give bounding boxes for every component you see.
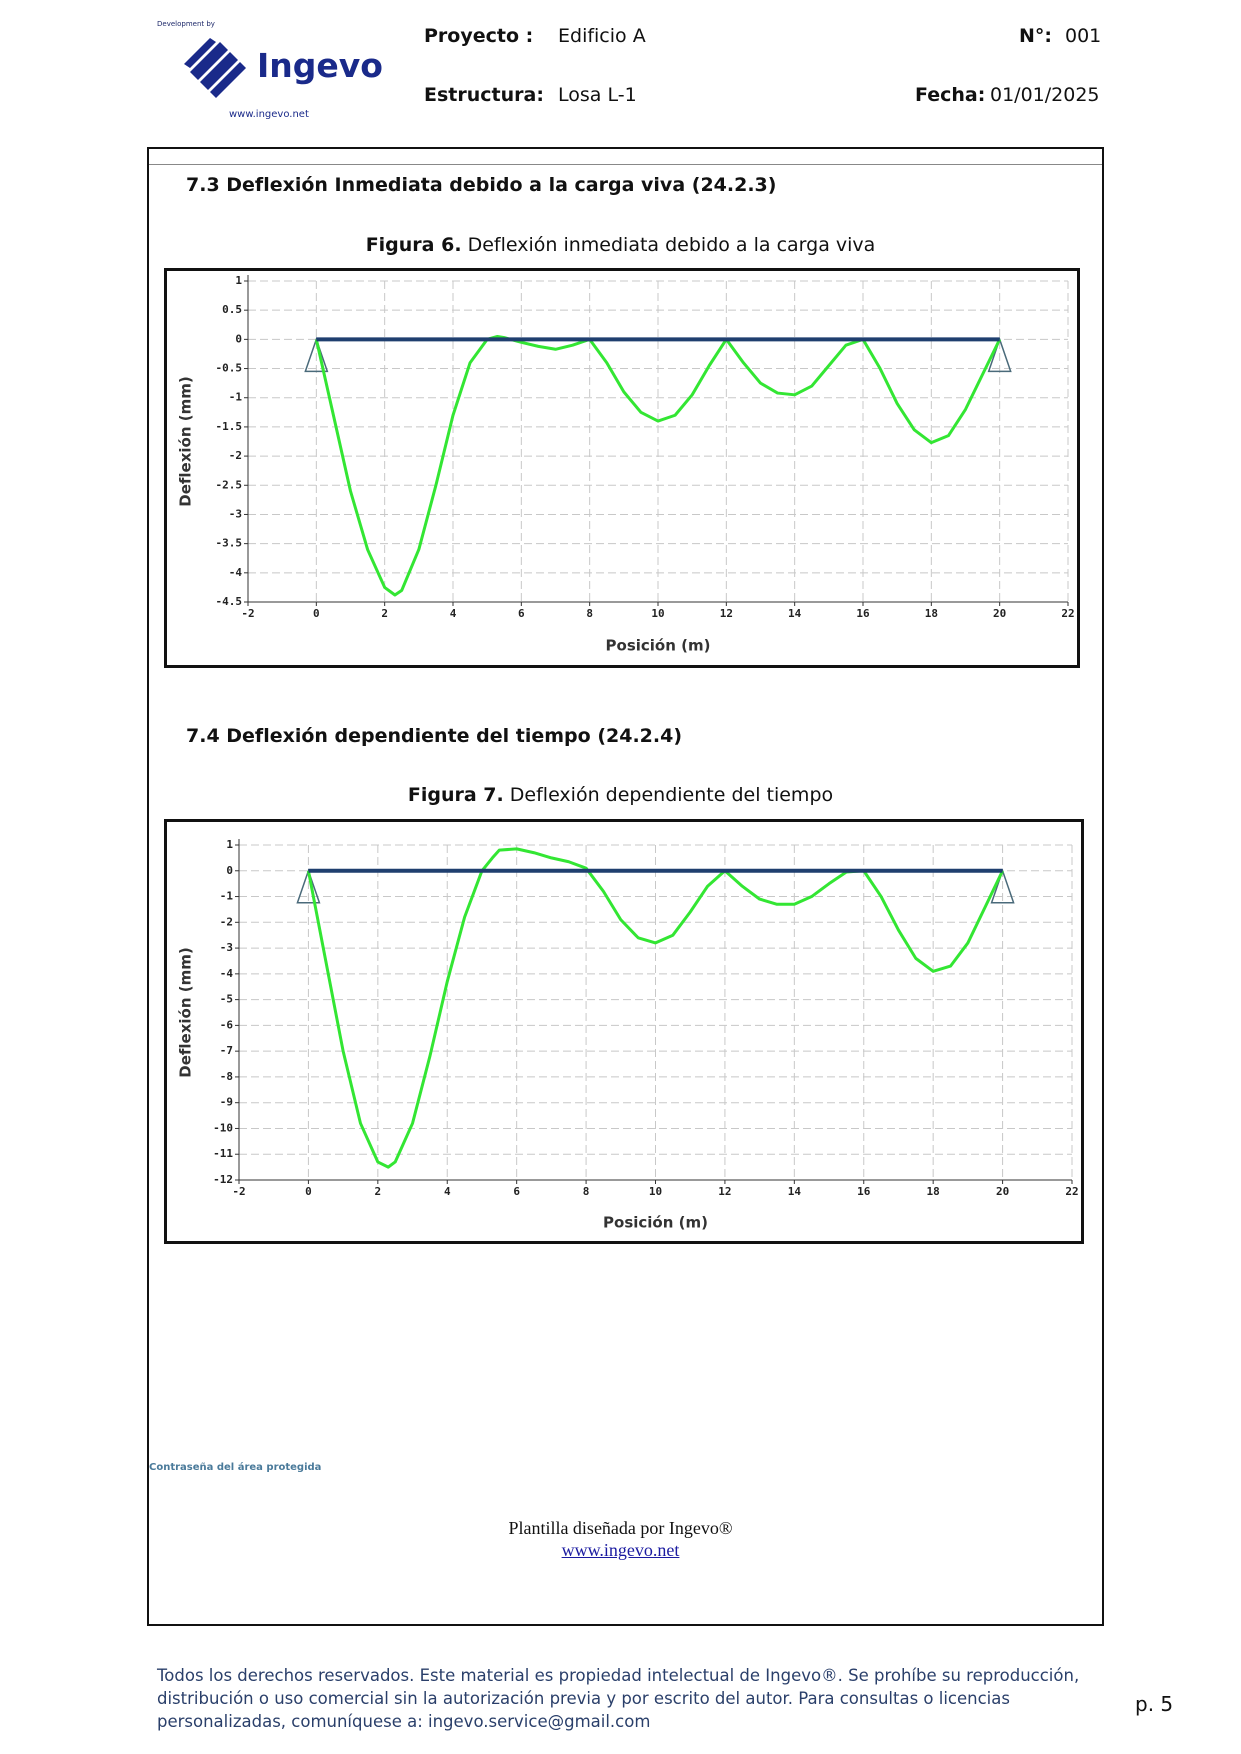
y-tick-label: 0.5	[222, 303, 242, 316]
y-tick-label: -3	[220, 941, 233, 954]
data-line	[314, 334, 1002, 597]
y-tick-label: -5	[220, 993, 233, 1006]
y-tick-label: -1.5	[216, 420, 243, 433]
chart: -2 0 2 4 6 8 10 12 14 16 18 20 2210-1-2-3-4-5-6-7-8-…	[164, 819, 1084, 1244]
y-tick-label: -3	[229, 507, 242, 520]
structure: Losa L-1	[558, 84, 637, 106]
y-tick-label: -4	[220, 967, 234, 980]
x-tick-label: -2	[232, 1185, 245, 1198]
y-tick-label: -8	[220, 1070, 233, 1083]
figure-text: Deflexión inmediata debido a la carga vi…	[467, 234, 876, 256]
y-tick-label: -2	[220, 915, 233, 928]
x-tick-label: 18	[927, 1185, 940, 1198]
data-line	[306, 847, 1004, 1169]
x-tick-label: 20	[993, 607, 1006, 620]
page-number: p. 5	[1135, 1692, 1174, 1716]
logo-mark	[184, 38, 246, 98]
x-tick-label: 6	[513, 1185, 520, 1198]
x-tick-label: 12	[720, 607, 733, 620]
x-tick-label: 4	[450, 607, 457, 620]
support	[296, 868, 321, 904]
template-credit: Plantilla diseñada por Ingevo®	[508, 1518, 733, 1538]
figure-label: Figura 7.	[407, 784, 504, 806]
y-tick-label: -12	[213, 1173, 233, 1186]
section-heading: 7.3 Deflexión Inmediata debido a la carg…	[186, 174, 777, 196]
y-tick-label: -4	[229, 566, 243, 579]
x-tick-label: 16	[856, 607, 870, 620]
logo-name: Ingevo	[257, 46, 383, 85]
y-tick-label: 1	[226, 838, 233, 851]
x-tick-label: 22	[1061, 607, 1074, 620]
support	[987, 337, 1012, 373]
x-tick-label: 8	[583, 1185, 590, 1198]
x-tick-label: 14	[788, 1185, 802, 1198]
x-tick-label: 14	[788, 607, 802, 620]
y-tick-label: -0.5	[216, 362, 243, 375]
y-tick-label: -4.5	[216, 595, 243, 608]
y-tick-label: -6	[220, 1018, 234, 1031]
y-tick-label: -11	[213, 1147, 233, 1160]
y-tick-label: -1	[220, 890, 234, 903]
support	[304, 337, 329, 373]
y-tick-label: 0	[226, 864, 233, 877]
figure-caption: Figura 6. Deflexión inmediata debido a l…	[0, 234, 1241, 256]
figure-text: Deflexión dependiente del tiempo	[509, 784, 834, 806]
x-tick-label: 0	[305, 1185, 312, 1198]
y-tick-label: -1	[229, 391, 243, 404]
section-heading: 7.4 Deflexión dependiente del tiempo (24…	[186, 725, 683, 747]
content-frame	[147, 147, 1104, 1626]
y-tick-label: -7	[220, 1044, 233, 1057]
x-tick-label: 2	[381, 607, 388, 620]
structure-label: Estructura:	[424, 84, 544, 106]
x-tick-label: 12	[718, 1185, 731, 1198]
x-axis-label: Posición (m)	[603, 1214, 708, 1232]
date-label: Fecha:	[915, 84, 986, 106]
x-tick-label: 20	[996, 1185, 1009, 1198]
x-tick-label: 2	[375, 1185, 382, 1198]
x-tick-label: 10	[649, 1185, 662, 1198]
chart: -2 0 2 4 6 8 10 12 14 16 18 20 22 1 0.5 0 -0.5 -1 -1.5 -2 -2…	[164, 268, 1080, 668]
y-axis-label: Deflexión (mm)	[177, 376, 195, 506]
rights-notice: Todos los derechos reservados. Este mate…	[157, 1666, 1080, 1731]
x-tick-label: 16	[857, 1185, 871, 1198]
x-tick-label: 22	[1065, 1185, 1078, 1198]
developed-by: Development by	[157, 20, 215, 28]
x-tick-label: 0	[313, 607, 320, 620]
x-tick-label: 6	[518, 607, 525, 620]
figure-label: Figura 6.	[365, 234, 462, 256]
y-tick-label: -2.5	[216, 478, 243, 491]
frame-rule	[149, 164, 1102, 165]
y-tick-label: 0	[235, 332, 242, 345]
y-tick-label: 1	[235, 274, 242, 287]
x-tick-label: 18	[925, 607, 938, 620]
chart-frame	[164, 268, 1080, 668]
x-axis-label: Posición (m)	[606, 637, 711, 655]
support	[990, 868, 1015, 904]
project-label: Proyecto :	[424, 25, 534, 47]
chart-frame	[164, 819, 1084, 1244]
protected-note: Contraseña del área protegida	[149, 1462, 322, 1473]
figure-caption: Figura 7. Deflexión dependiente del tiem…	[0, 784, 1241, 806]
x-tick-label: 4	[444, 1185, 451, 1198]
date: 01/01/2025	[990, 84, 1100, 106]
template-link[interactable]: www.ingevo.net	[561, 1540, 680, 1560]
x-tick-label: -2	[241, 607, 254, 620]
project: Edificio A	[558, 25, 646, 47]
y-axis-label: Deflexión (mm)	[177, 947, 195, 1077]
y-tick-label: -2	[229, 449, 242, 462]
number: 001	[1065, 25, 1102, 47]
y-tick-label: -10	[213, 1121, 233, 1134]
y-tick-label: -3.5	[216, 537, 243, 550]
x-tick-label: 8	[586, 607, 593, 620]
y-tick-label: -9	[220, 1096, 233, 1109]
logo-url: www.ingevo.net	[229, 109, 309, 120]
number-label: N°:	[1019, 25, 1052, 47]
x-tick-label: 10	[651, 607, 664, 620]
